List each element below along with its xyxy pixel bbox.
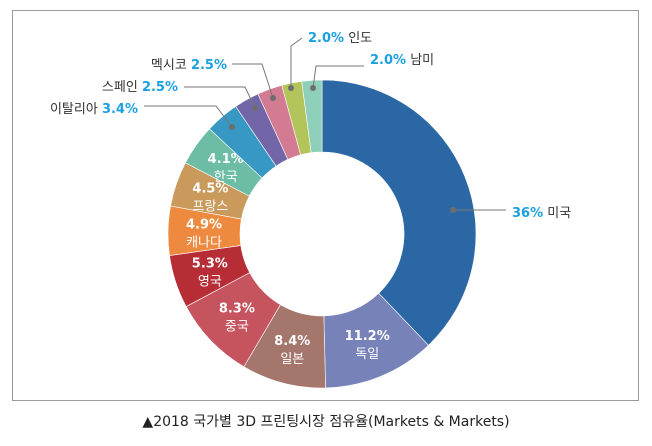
slice-value-label: 4.5% xyxy=(192,182,228,197)
slice-category-label: 멕시코 xyxy=(151,58,187,73)
slice-value-label: 3.4% xyxy=(102,102,138,117)
chart-frame xyxy=(12,10,639,401)
leader-dot xyxy=(450,207,456,213)
slice-value-label: 4.9% xyxy=(186,217,222,232)
slice-category-label: 인도 xyxy=(348,31,372,46)
leader-line xyxy=(184,86,256,109)
slice-category-label: 한국 xyxy=(214,170,238,185)
chart-title: ▲2018 국가별 3D 프린팅시장 점유율(Markets & Markets… xyxy=(142,414,510,430)
leader-dot xyxy=(229,124,235,130)
slice-outside-label: 36% 미국 xyxy=(512,206,571,221)
slice-value-label: 8.4% xyxy=(274,334,310,349)
leader-line xyxy=(144,105,233,128)
slice-category-label: 미국 xyxy=(547,206,571,221)
slice-category-label: 이탈리아 xyxy=(50,102,98,117)
slice-value-label: 2.0% xyxy=(308,31,344,46)
slice-category-label: 영국 xyxy=(198,275,222,290)
slice-category-label: 중국 xyxy=(225,320,249,335)
slice-남미 xyxy=(301,79,323,154)
slice-category-label: 일본 xyxy=(280,352,304,367)
slice-value-label: 5.3% xyxy=(192,257,228,272)
slice-category-label: 독일 xyxy=(355,347,379,362)
slice-value-label: 2.5% xyxy=(191,58,227,73)
slice-outside-label: 이탈리아 3.4% xyxy=(50,102,138,117)
leader-line xyxy=(312,65,364,89)
slice-outside-label: 스페인 2.5% xyxy=(102,80,178,95)
slice-value-label: 4.1% xyxy=(208,152,244,167)
slice-value-label: 36% xyxy=(512,206,543,221)
leader-dot xyxy=(288,85,294,91)
slice-미국 xyxy=(321,79,477,346)
slice-value-label: 2.0% xyxy=(370,53,406,68)
slice-category-label: 스페인 xyxy=(102,80,138,95)
slice-value-label: 11.2% xyxy=(345,329,390,344)
leader-line xyxy=(290,37,303,88)
slice-category-label: 캐나다 xyxy=(186,235,222,250)
leader-line xyxy=(232,63,274,99)
slice-category-label: 프랑스 xyxy=(192,200,228,215)
slice-outside-label: 멕시코 2.5% xyxy=(151,58,227,73)
leader-dot xyxy=(252,105,258,111)
slice-value-label: 8.3% xyxy=(219,302,255,317)
slice-value-label: 2.5% xyxy=(142,80,178,95)
leader-dot xyxy=(270,95,276,101)
slice-category-label: 남미 xyxy=(410,53,434,68)
slice-outside-label: 2.0% 인도 xyxy=(308,31,372,46)
leader-dot xyxy=(310,85,316,91)
slice-outside-label: 2.0% 남미 xyxy=(370,53,434,68)
